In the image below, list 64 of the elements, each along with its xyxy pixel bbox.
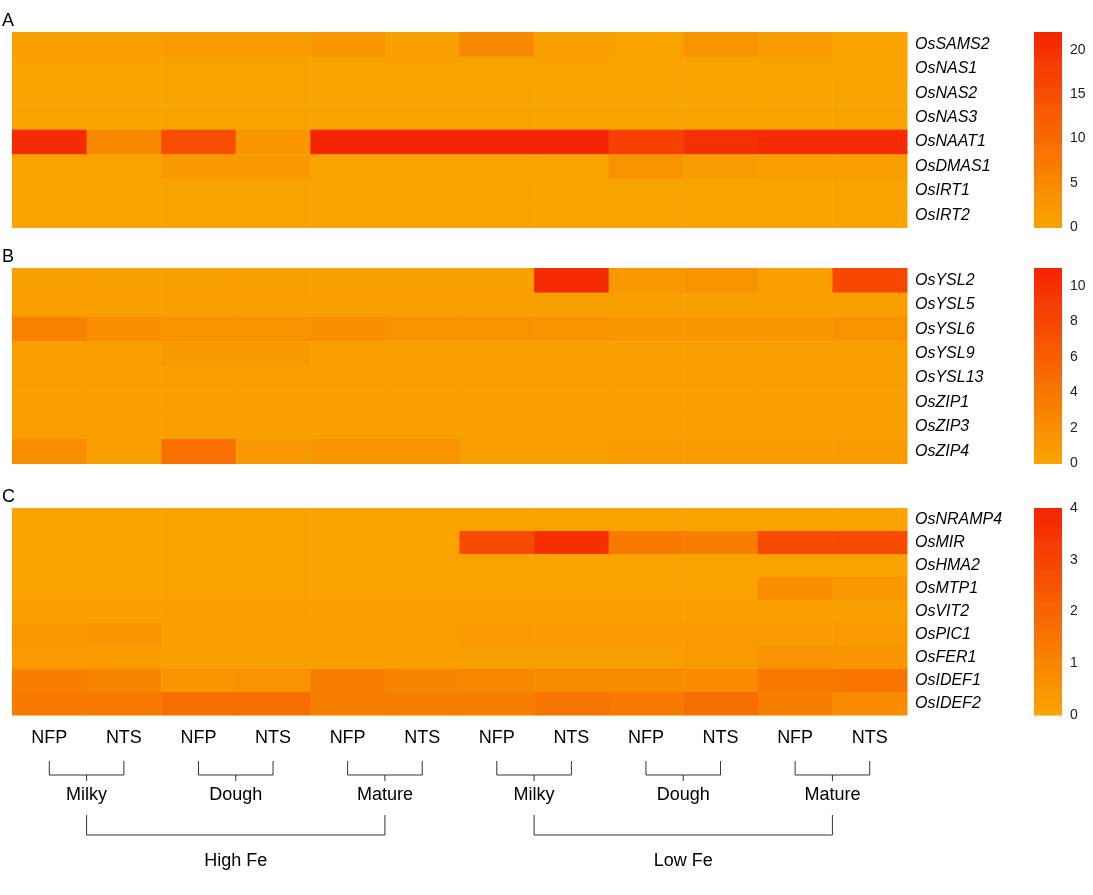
chart-title: A — [2, 9, 15, 30]
x-tick-label: NTS — [553, 726, 590, 747]
chart-title: B — [2, 245, 15, 266]
x-tick-label: NTS — [702, 726, 739, 747]
y-tick-label: OsZIP3 — [915, 417, 970, 435]
y-tick-label: OsSAMS2 — [915, 34, 990, 52]
y-tick-label: OsPIC1 — [915, 624, 972, 642]
y-tick-label: OsYSL13 — [915, 368, 984, 386]
x-tick-label: NFP — [329, 726, 366, 747]
y-tick-label: OsNAS2 — [915, 83, 978, 101]
text: Low Fe — [653, 849, 713, 870]
color-bar-label: 10 — [1070, 129, 1086, 146]
color-bar-label: 2 — [1070, 418, 1078, 435]
x-tick-label: NFP — [180, 726, 217, 747]
text: Mature — [356, 783, 413, 804]
y-tick-label: OsIDEF1 — [915, 670, 981, 688]
y-tick-label: OsNAAT1 — [915, 132, 986, 150]
text: Milky — [513, 783, 555, 804]
y-tick-label: OsNRAMP4 — [915, 509, 1003, 527]
color-bar-label: 0 — [1070, 218, 1078, 235]
y-tick-label: OsNAS1 — [915, 59, 978, 77]
x-tick-label: NTS — [255, 726, 292, 747]
color-bar-label: 2 — [1070, 602, 1078, 619]
color-bar-label: 0 — [1070, 705, 1078, 722]
text: Dough — [656, 783, 710, 804]
color-bar-label: 10 — [1070, 276, 1086, 293]
y-tick-label: OsYSL2 — [915, 270, 975, 288]
y-tick-label: OsIDEF2 — [915, 693, 981, 711]
color-bar-label: 3 — [1070, 550, 1078, 567]
color-bar-label: 5 — [1070, 173, 1078, 190]
y-tick-label: OsNAS3 — [915, 107, 978, 125]
y-tick-label: OsYSL9 — [915, 343, 975, 361]
color-bar-label: 4 — [1070, 498, 1078, 515]
y-tick-label: OsHMA2 — [915, 555, 980, 573]
y-tick-label: OsZIP4 — [915, 441, 970, 459]
x-tick-label: NFP — [627, 726, 664, 747]
color-bar-label: 4 — [1070, 383, 1078, 400]
color-bar-label: 8 — [1070, 312, 1078, 329]
y-tick-label: OsDMAS1 — [915, 156, 991, 174]
color-bar-label: 0 — [1070, 454, 1078, 471]
y-tick-label: OsFER1 — [915, 647, 977, 665]
y-tick-label: OsYSL5 — [915, 295, 975, 313]
y-tick-label: OsMIR — [915, 532, 966, 550]
chart-title: C — [2, 485, 15, 506]
x-tick-label: NTS — [105, 726, 142, 747]
text: High Fe — [204, 849, 268, 870]
y-tick-label: OsZIP1 — [915, 392, 970, 410]
y-tick-label: OsIRT1 — [915, 181, 970, 199]
x-tick-label: NFP — [777, 726, 814, 747]
x-tick-label: NFP — [31, 726, 68, 747]
y-tick-label: OsMTP1 — [915, 578, 979, 596]
text: Mature — [804, 783, 861, 804]
text: Milky — [66, 783, 108, 804]
text: Dough — [209, 783, 263, 804]
color-bar-label: 6 — [1070, 347, 1078, 364]
x-tick-label: NFP — [478, 726, 515, 747]
color-bar-label: 1 — [1070, 654, 1078, 671]
y-tick-label: OsYSL6 — [915, 319, 975, 337]
x-tick-label: NTS — [851, 726, 888, 747]
y-tick-label: OsIRT2 — [915, 205, 970, 223]
color-bar-label: 20 — [1070, 40, 1086, 57]
y-tick-label: OsVIT2 — [915, 601, 970, 619]
color-bar-label: 15 — [1070, 85, 1086, 102]
x-tick-label: NTS — [404, 726, 441, 747]
